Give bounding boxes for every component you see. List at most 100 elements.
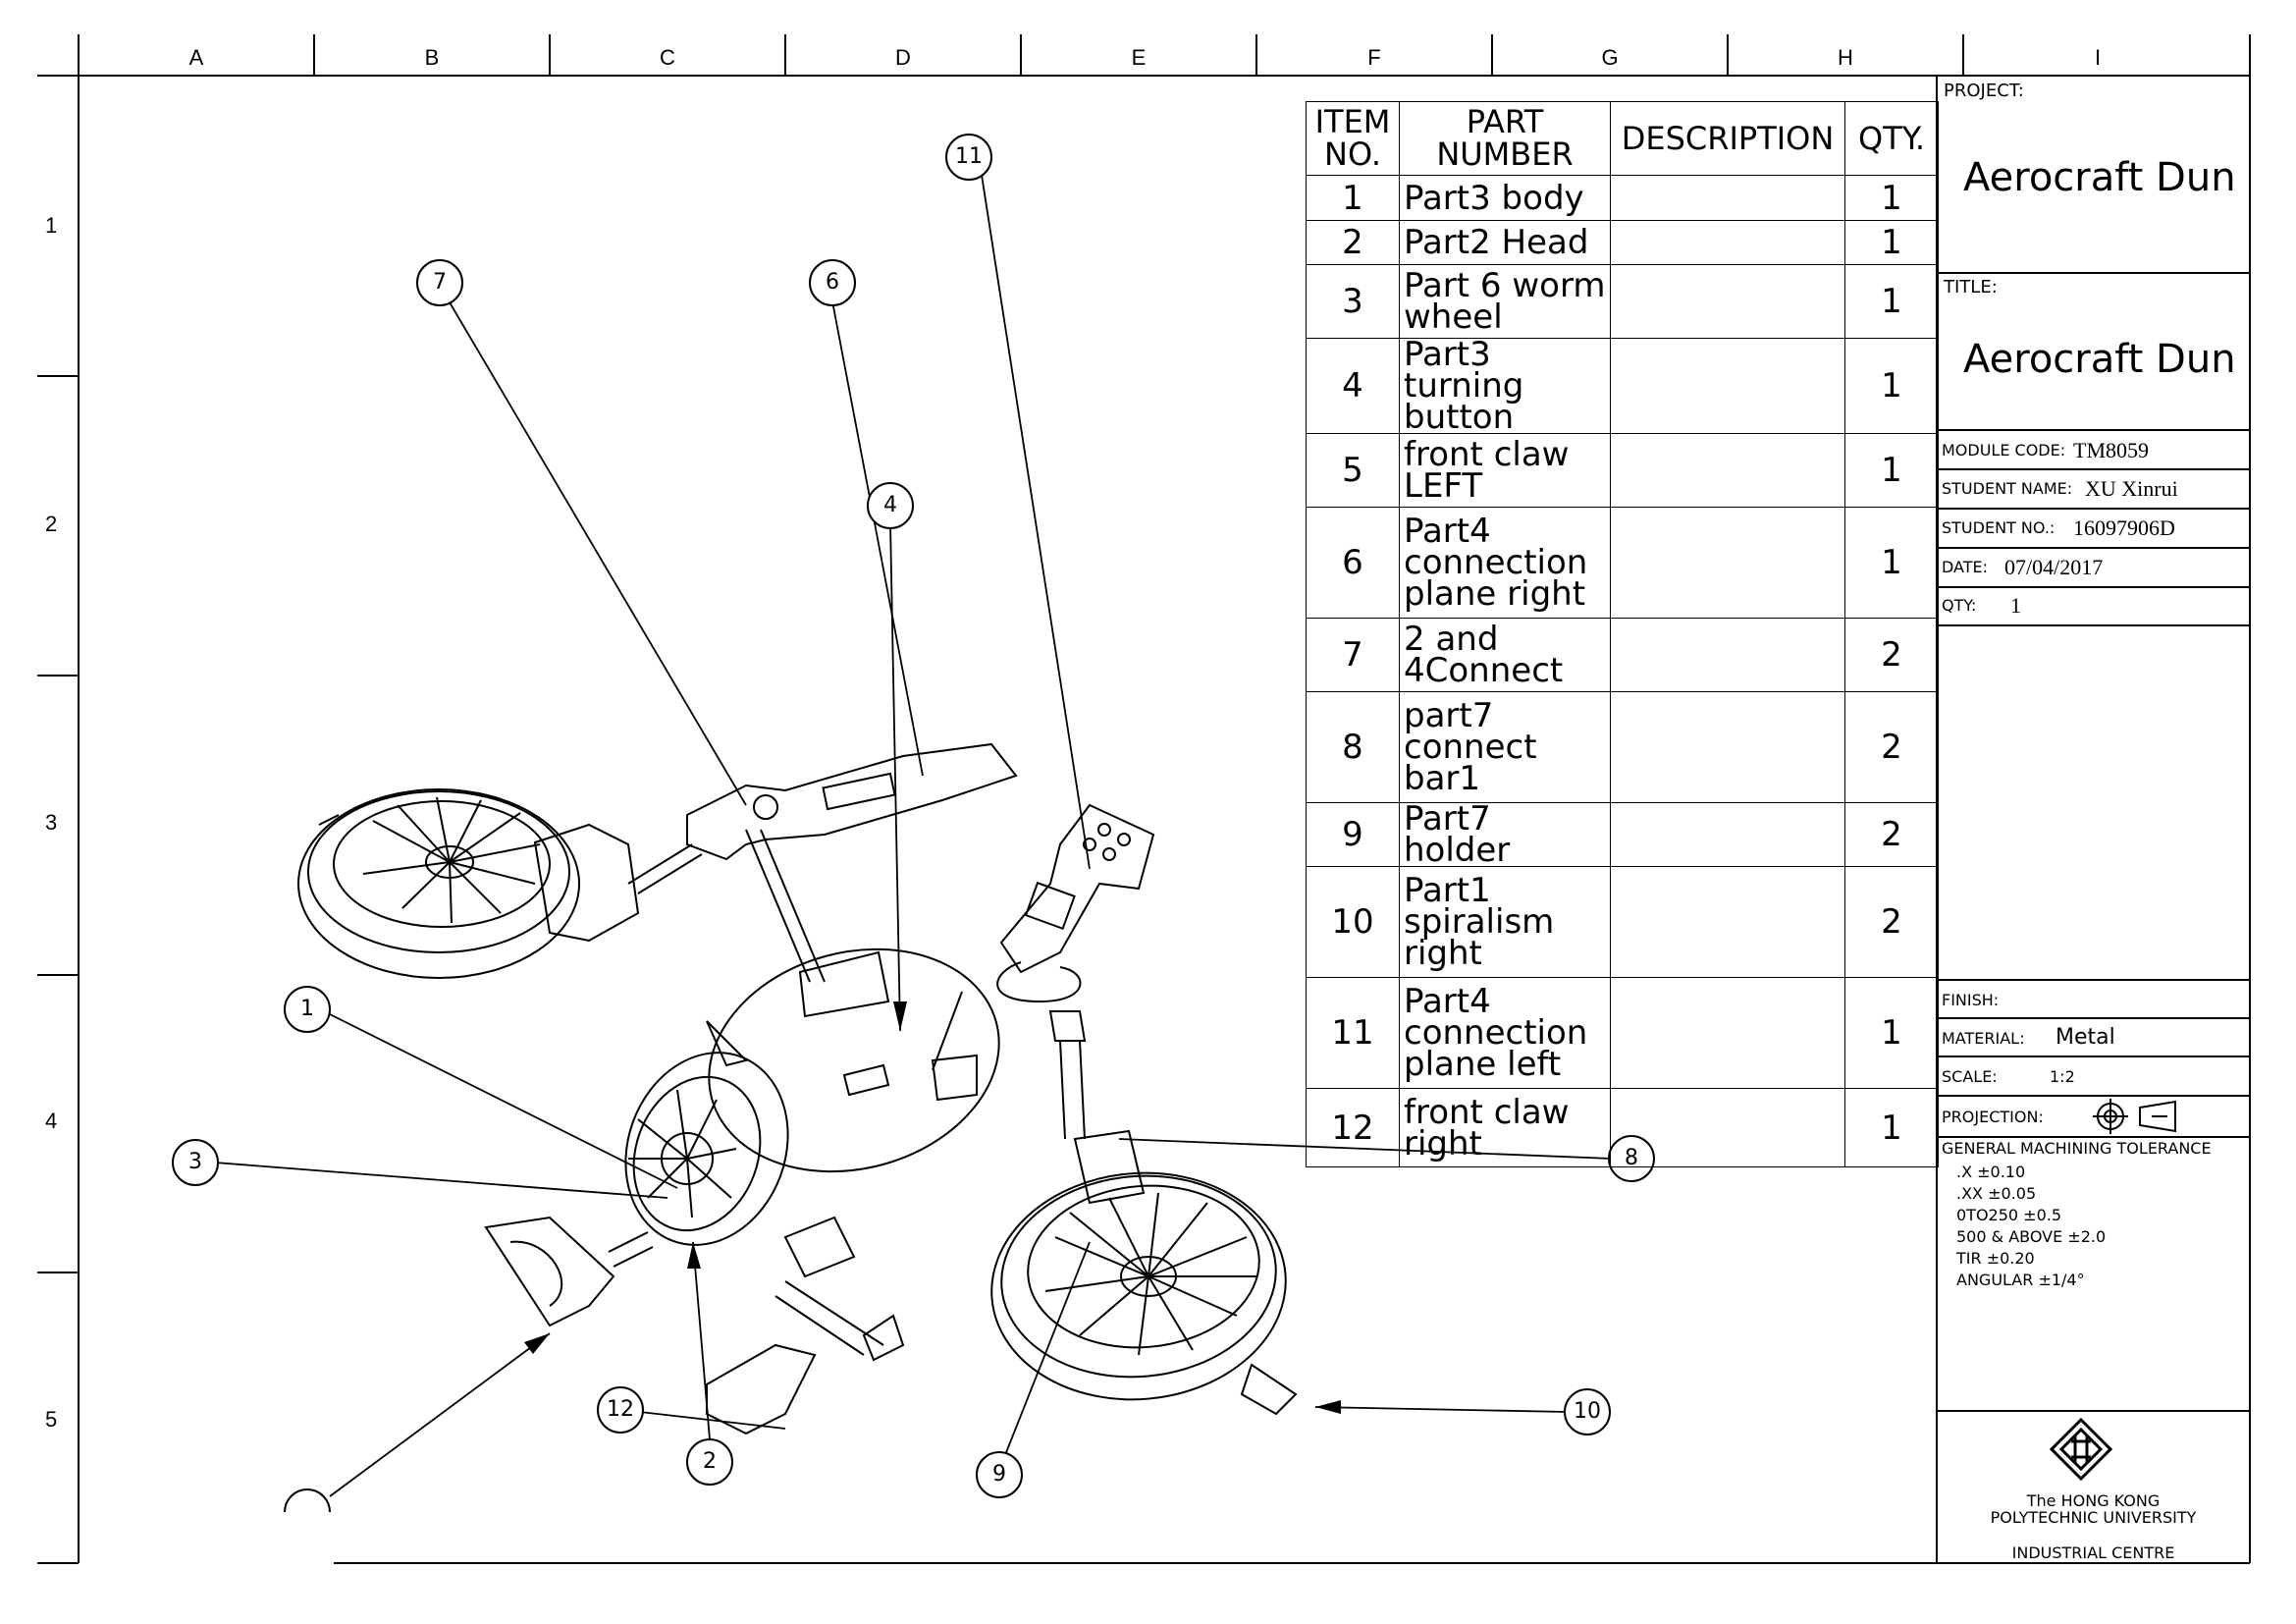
bom-description bbox=[1610, 802, 1845, 867]
bom-description bbox=[1610, 433, 1845, 508]
projection-symbol-icon bbox=[2093, 1099, 2176, 1134]
bom-qty: 2 bbox=[1844, 866, 1939, 978]
title-block-frame bbox=[1936, 76, 2250, 1563]
zone-column-label: I bbox=[2094, 45, 2102, 70]
bom-part-number: 2 and 4Connect bbox=[1399, 618, 1611, 692]
scale-label: SCALE: bbox=[1942, 1067, 1998, 1086]
projection-label: PROJECTION: bbox=[1942, 1108, 2044, 1126]
bom-qty: 2 bbox=[1844, 691, 1939, 803]
bom-qty: 2 bbox=[1844, 618, 1939, 692]
table-row: 7 2 and 4Connect 2 bbox=[1306, 618, 1939, 692]
bom-description bbox=[1610, 618, 1845, 692]
project-label: PROJECT: bbox=[1944, 81, 2024, 101]
rotor-lower-right bbox=[990, 1129, 1298, 1416]
drawing-title: Aerocraft Dun bbox=[1963, 337, 2236, 382]
tolerance-line: 500 & ABOVE ±2.0 bbox=[1956, 1227, 2107, 1246]
zone-column-label: B bbox=[424, 45, 440, 70]
bill-of-materials-table: ITEM NO. PART NUMBER DESCRIPTION QTY. 1 … bbox=[1306, 101, 1939, 1167]
zone-row-label: 1 bbox=[45, 213, 58, 238]
tolerance-list: .X ±0.10 .XX ±0.05 0TO250 ±0.5 500 & ABO… bbox=[1956, 1162, 2106, 1291]
bom-part-number: Part4 connection plane right bbox=[1399, 507, 1611, 619]
module-code-label: MODULE CODE: bbox=[1942, 441, 2066, 460]
bom-item-no: 1 bbox=[1306, 175, 1400, 221]
bom-description bbox=[1610, 175, 1845, 221]
bom-header-item: ITEM NO. bbox=[1306, 101, 1400, 176]
table-row: 4 Part3 turning button 1 bbox=[1306, 338, 1939, 434]
bom-description bbox=[1610, 866, 1845, 978]
bom-qty: 1 bbox=[1844, 507, 1939, 619]
balloon-number: 4 bbox=[883, 493, 897, 517]
balloon-number: 11 bbox=[955, 144, 983, 169]
bom-item-no: 3 bbox=[1306, 264, 1400, 339]
bom-description bbox=[1610, 691, 1845, 803]
zone-row-label: 4 bbox=[45, 1109, 58, 1133]
bom-qty: 1 bbox=[1844, 977, 1939, 1089]
tolerance-line: ANGULAR ±1/4° bbox=[1956, 1271, 2085, 1289]
qty-label: QTY: bbox=[1942, 596, 1977, 615]
bom-item-no: 4 bbox=[1306, 338, 1400, 434]
industrial-centre: INDUSTRIAL CENTRE bbox=[2011, 1543, 2175, 1562]
table-row: 6 Part4 connection plane right 1 bbox=[1306, 507, 1939, 619]
rotor-upper-left bbox=[297, 788, 640, 979]
zone-column-label: E bbox=[1131, 45, 1147, 70]
scale-value: 1:2 bbox=[2050, 1067, 2075, 1086]
tolerance-line: TIR ±0.20 bbox=[1956, 1249, 2035, 1268]
balloon-markers bbox=[172, 134, 1655, 1513]
university-name-line: The HONG KONG bbox=[2026, 1491, 2161, 1510]
title-label: TITLE: bbox=[1944, 277, 1998, 298]
balloon-number: 12 bbox=[607, 1397, 634, 1422]
bom-description bbox=[1610, 1088, 1845, 1167]
tolerance-line: .XX ±0.05 bbox=[1956, 1184, 2037, 1203]
zone-column-label: A bbox=[188, 45, 204, 70]
bom-item-no: 11 bbox=[1306, 977, 1400, 1089]
project-name: Aerocraft Dun bbox=[1963, 155, 2236, 200]
bom-part-number: Part7 holder bbox=[1399, 802, 1611, 867]
bom-qty: 1 bbox=[1844, 338, 1939, 434]
zone-column-dividers bbox=[313, 34, 1964, 76]
bom-item-no: 5 bbox=[1306, 433, 1400, 508]
bom-description bbox=[1610, 220, 1845, 265]
date-value: 07/04/2017 bbox=[2004, 555, 2104, 579]
bom-qty: 2 bbox=[1844, 802, 1939, 867]
bom-item-no: 10 bbox=[1306, 866, 1400, 978]
bom-header-qty: QTY. bbox=[1844, 101, 1939, 176]
bom-part-number: Part3 body bbox=[1399, 175, 1611, 221]
table-row: 3 Part 6 worm wheel 1 bbox=[1306, 264, 1939, 339]
tolerance-line: .X ±0.10 bbox=[1956, 1163, 2026, 1181]
zone-row-label: 5 bbox=[45, 1407, 58, 1432]
bom-part-number: Part2 Head bbox=[1399, 220, 1611, 265]
zone-column-label: F bbox=[1367, 45, 1381, 70]
university-name-line: POLYTECHNIC UNIVERSITY bbox=[1990, 1508, 2197, 1527]
bom-description bbox=[1610, 264, 1845, 339]
qty-value: 1 bbox=[2010, 593, 2021, 618]
tolerance-line: 0TO250 ±0.5 bbox=[1956, 1206, 2062, 1224]
material-value: Metal bbox=[2056, 1025, 2115, 1050]
zone-column-label: G bbox=[1601, 45, 1619, 70]
balloon-number: 9 bbox=[992, 1462, 1006, 1487]
bom-qty: 1 bbox=[1844, 433, 1939, 508]
student-name-value: XU Xinrui bbox=[2085, 476, 2178, 501]
student-no-value: 16097906D bbox=[2073, 515, 2175, 540]
zone-column-label: H bbox=[1838, 45, 1853, 70]
table-row: 5 front claw LEFT 1 bbox=[1306, 433, 1939, 508]
zone-row-label: 2 bbox=[45, 512, 58, 536]
bom-qty: 1 bbox=[1844, 220, 1939, 265]
body-part bbox=[624, 947, 1000, 1246]
bom-part-number: Part4 connection plane left bbox=[1399, 977, 1611, 1089]
table-row: 2 Part2 Head 1 bbox=[1306, 220, 1939, 265]
date-label: DATE: bbox=[1942, 558, 1989, 576]
bom-part-number: part7 connect bar1 bbox=[1399, 691, 1611, 803]
zone-column-label: D bbox=[895, 45, 911, 70]
zone-column-label: C bbox=[660, 45, 675, 70]
balloon-number: 10 bbox=[1574, 1399, 1601, 1424]
balloon-number: 1 bbox=[300, 997, 314, 1021]
bom-part-number: front claw right bbox=[1399, 1088, 1611, 1167]
student-name-label: STUDENT NAME: bbox=[1942, 479, 2073, 498]
bom-item-no: 7 bbox=[1306, 618, 1400, 692]
student-no-label: STUDENT NO.: bbox=[1942, 518, 2056, 537]
table-row: 11 Part4 connection plane left 1 bbox=[1306, 977, 1939, 1089]
assembly-drawing bbox=[297, 742, 1298, 1435]
leader-arrowheads bbox=[524, 1001, 1341, 1414]
bom-qty: 1 bbox=[1844, 1088, 1939, 1167]
